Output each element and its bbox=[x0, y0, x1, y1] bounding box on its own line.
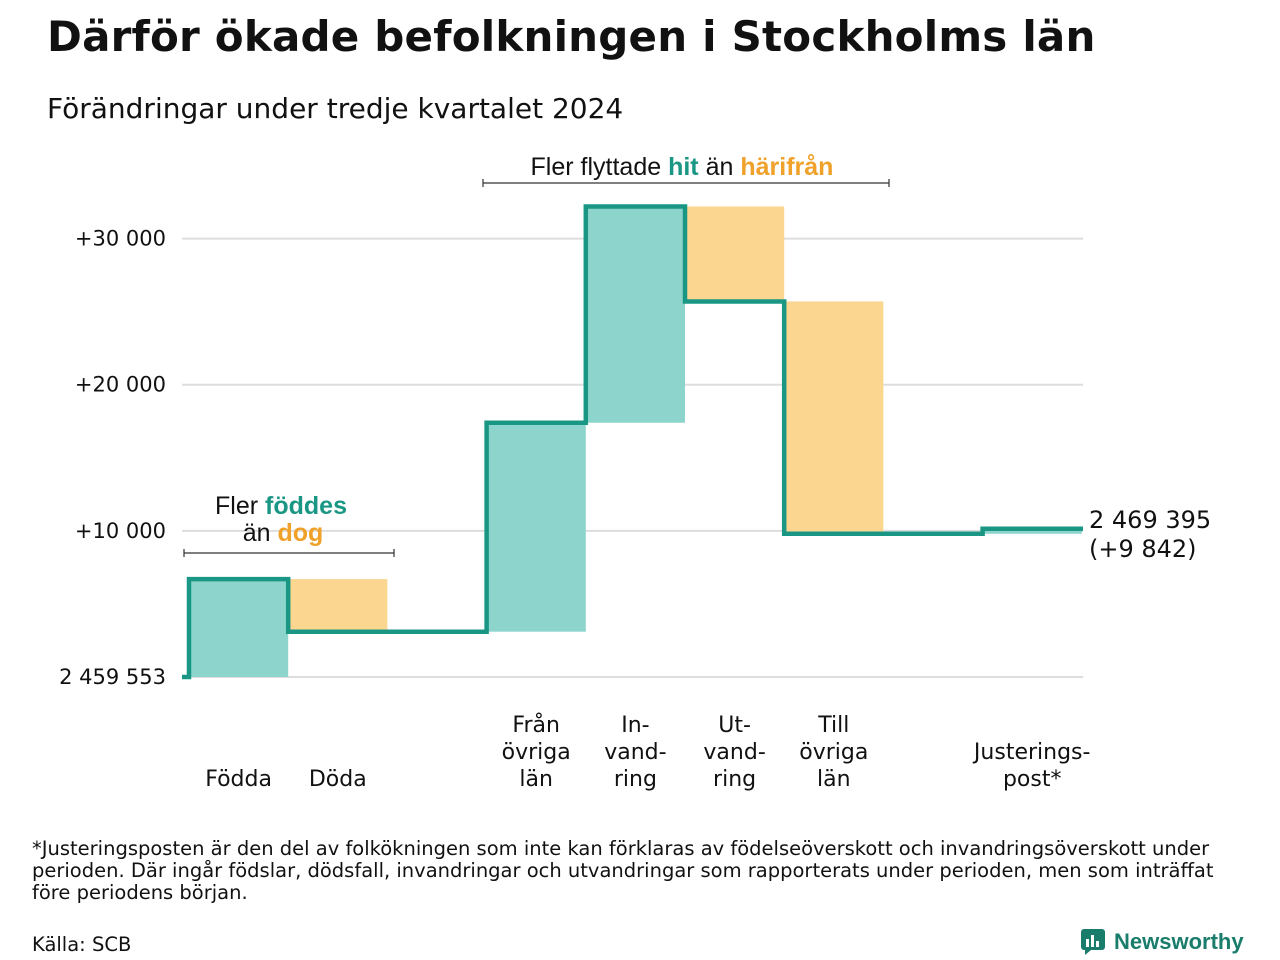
category-label: övriga bbox=[799, 740, 868, 765]
category-labels: Födda DödaFrånövrigalänIn-vand-ringUt-van… bbox=[205, 712, 1090, 792]
source-label: Källa: SCB bbox=[32, 933, 132, 956]
bar bbox=[982, 528, 1082, 534]
category-label: Till bbox=[817, 713, 849, 738]
y-tick-labels: 2 459 553 +10 000 +20 000 +30 000 bbox=[59, 227, 166, 689]
annotation-births-line2: än dog bbox=[243, 519, 324, 547]
bars bbox=[189, 206, 1082, 677]
chart-subtitle: Förändringar under tredje kvartalet 2024 bbox=[47, 92, 624, 125]
annotation-migration-text: Fler flyttade hit än härifrån bbox=[531, 153, 834, 181]
y-tick-label: +10 000 bbox=[75, 519, 166, 543]
cumulative-step-line bbox=[182, 204, 1083, 680]
y-tick-label: +20 000 bbox=[75, 373, 166, 397]
category-label: ring bbox=[713, 767, 756, 792]
annotation-migration-bracket bbox=[482, 179, 890, 187]
annotation-births-bracket bbox=[183, 549, 395, 557]
brand-logo[interactable]: Newsworthy bbox=[1080, 928, 1244, 956]
category-label: Döda bbox=[309, 767, 367, 792]
bar bbox=[288, 579, 388, 632]
bar bbox=[585, 206, 685, 423]
bar bbox=[486, 422, 586, 632]
y-tick-label: +30 000 bbox=[75, 227, 166, 251]
end-change-label: (+9 842) bbox=[1089, 535, 1197, 563]
bar bbox=[685, 206, 785, 302]
category-label: Födda bbox=[205, 767, 272, 792]
category-label: Ut- bbox=[718, 713, 751, 738]
category-label: In- bbox=[621, 713, 649, 738]
category-label: vand- bbox=[604, 740, 666, 765]
chart-title: Därför ökade befolkningen i Stockholms l… bbox=[47, 12, 1096, 61]
footnote: *Justeringsposten är den del av folkökni… bbox=[32, 837, 1214, 904]
category-label: post* bbox=[1003, 767, 1062, 792]
bar bbox=[189, 579, 289, 677]
category-label: Justerings- bbox=[972, 740, 1091, 765]
annotation-births-line1: Fler föddes bbox=[215, 492, 347, 520]
end-total-label: 2 469 395 bbox=[1089, 506, 1211, 534]
category-label: övriga bbox=[502, 740, 571, 765]
y-tick-label: 2 459 553 bbox=[59, 665, 166, 689]
brand-name: Newsworthy bbox=[1114, 929, 1244, 954]
category-label: län bbox=[519, 767, 553, 792]
category-label: ring bbox=[614, 767, 657, 792]
newsworthy-logo-icon bbox=[1081, 929, 1105, 955]
annotation-births: Fler föddes än dog bbox=[183, 492, 395, 557]
annotation-migration: Fler flyttade hit än härifrån bbox=[482, 153, 890, 187]
category-label: län bbox=[817, 767, 851, 792]
bar bbox=[784, 301, 884, 534]
category-label: vand- bbox=[703, 740, 765, 765]
category-label: Från bbox=[512, 712, 560, 738]
